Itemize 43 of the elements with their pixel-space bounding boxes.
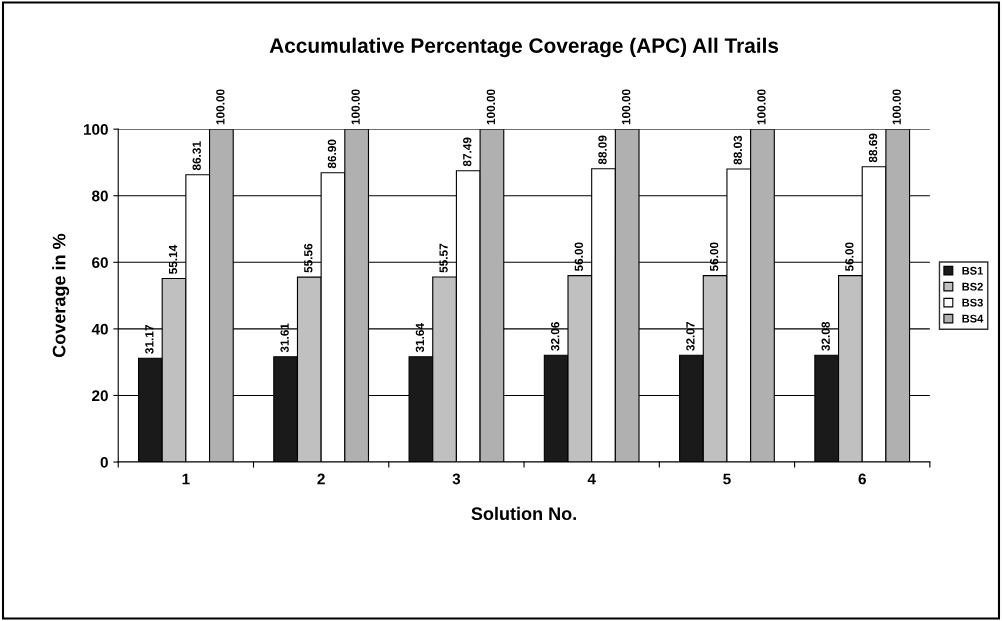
data-label: 100.00 bbox=[216, 89, 225, 125]
x-tick-label: 1 bbox=[182, 473, 190, 485]
data-label: 100.00 bbox=[622, 89, 631, 125]
chart-title: Accumulative Percentage Coverage (APC) All Trails bbox=[269, 37, 779, 58]
data-label: 31.61 bbox=[280, 323, 289, 353]
data-label: 86.31 bbox=[192, 141, 201, 171]
data-label: 100.00 bbox=[757, 89, 766, 125]
data-label: 32.08 bbox=[821, 321, 830, 351]
y-axis-title: Coverage in % bbox=[52, 233, 70, 358]
x-tick-label: 2 bbox=[317, 473, 325, 485]
y-tick-label: 100 bbox=[83, 124, 108, 135]
x-axis-title: Solution No. bbox=[471, 506, 576, 521]
y-tick-label: 80 bbox=[92, 190, 108, 202]
data-label: 55.57 bbox=[439, 243, 448, 273]
data-label: 86.90 bbox=[327, 139, 337, 169]
data-label: 32.06 bbox=[550, 322, 560, 351]
data-label: 32.07 bbox=[686, 322, 695, 351]
y-tick-label: 40 bbox=[91, 323, 108, 335]
data-label: 56.00 bbox=[574, 242, 584, 272]
data-label: 55.14 bbox=[168, 244, 178, 274]
legend-label: BS2 bbox=[962, 282, 983, 291]
data-label: 88.69 bbox=[868, 133, 878, 163]
data-label: 87.49 bbox=[463, 137, 472, 167]
data-label: 88.09 bbox=[598, 135, 607, 165]
x-tick-label: 3 bbox=[452, 473, 461, 485]
legend-label: BS4 bbox=[962, 314, 984, 323]
y-tick-label: 20 bbox=[92, 390, 108, 402]
data-label: 31.64 bbox=[415, 323, 425, 353]
legend-label: BS3 bbox=[962, 298, 983, 307]
data-label: 100.00 bbox=[892, 89, 901, 125]
data-label: 100.00 bbox=[351, 89, 360, 125]
y-tick-label: 0 bbox=[100, 456, 108, 468]
x-tick-label: 4 bbox=[587, 473, 596, 485]
data-label: 56.00 bbox=[709, 242, 719, 272]
y-tick-label: 60 bbox=[92, 257, 108, 268]
data-label: 56.00 bbox=[845, 242, 854, 272]
data-label: 100.00 bbox=[486, 89, 496, 125]
data-label: 88.03 bbox=[733, 135, 742, 165]
data-label: 55.56 bbox=[304, 243, 313, 273]
x-tick-label: 5 bbox=[723, 473, 731, 485]
legend-label: BS1 bbox=[962, 266, 983, 275]
data-label: 31.17 bbox=[145, 325, 154, 354]
x-tick-label: 6 bbox=[858, 473, 866, 485]
